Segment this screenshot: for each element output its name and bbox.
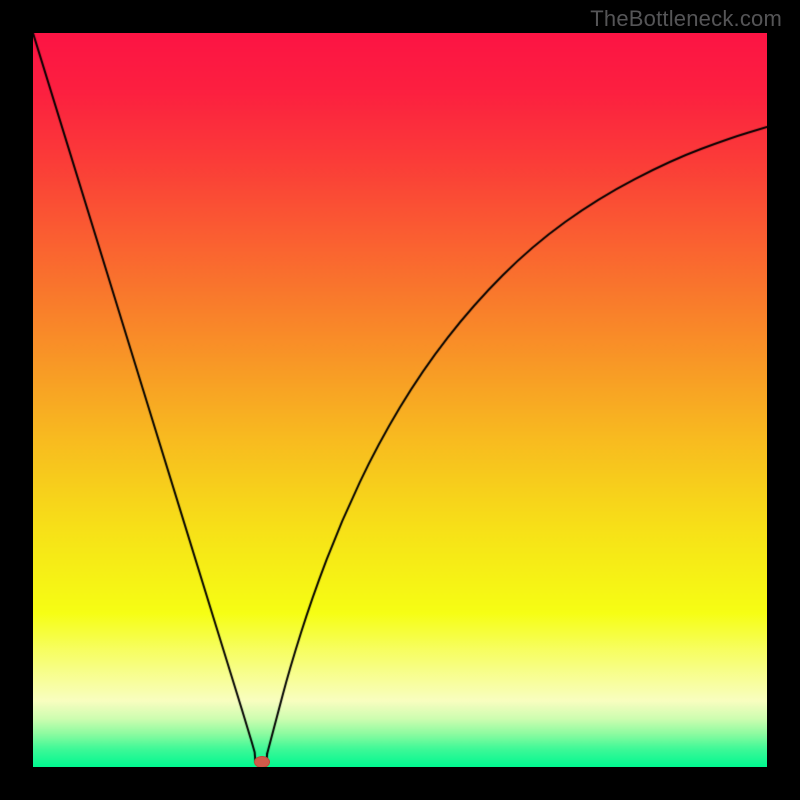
bottleneck-curve [33,33,767,767]
plot-area [33,33,767,767]
watermark-text: TheBottleneck.com [590,6,782,32]
optimal-point-marker [254,756,270,767]
